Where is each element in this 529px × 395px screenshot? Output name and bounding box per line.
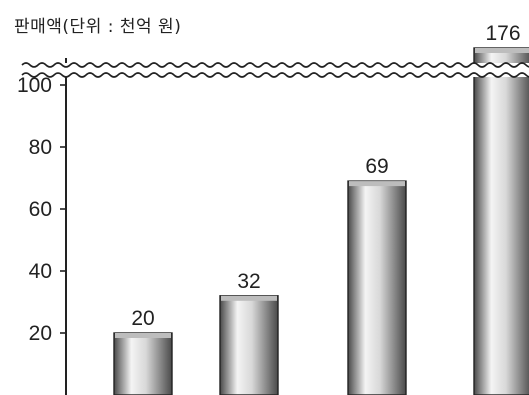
bar bbox=[219, 295, 279, 395]
value-labels-group: 20 32 69 176 bbox=[131, 22, 520, 330]
y-tick-label: 80 bbox=[29, 136, 52, 159]
axis-break-line bbox=[21, 62, 529, 68]
bar-top-cap bbox=[221, 295, 277, 301]
y-tick-label: 100 bbox=[17, 74, 52, 97]
bar bbox=[473, 47, 529, 395]
y-axis-unit-label: 판매액(단위 : 천억 원) bbox=[14, 17, 182, 37]
data-label: 20 bbox=[131, 307, 154, 330]
bar bbox=[347, 180, 407, 395]
bars-group bbox=[113, 47, 529, 395]
data-label: 32 bbox=[237, 270, 260, 293]
bar-top-cap bbox=[349, 181, 405, 187]
axis-break-band bbox=[0, 63, 529, 77]
data-label: 69 bbox=[365, 155, 388, 178]
axis-break-line bbox=[21, 72, 529, 78]
y-tick-label: 40 bbox=[29, 260, 52, 283]
axis-break bbox=[0, 62, 529, 78]
bar-top-cap bbox=[115, 333, 171, 338]
bar-top-cap bbox=[475, 48, 529, 53]
bar bbox=[113, 332, 173, 395]
y-axis: 20 40 60 80 100 bbox=[17, 58, 67, 395]
y-tick-label: 20 bbox=[29, 322, 52, 345]
y-tick-label: 60 bbox=[29, 198, 52, 221]
data-label: 176 bbox=[485, 22, 520, 45]
